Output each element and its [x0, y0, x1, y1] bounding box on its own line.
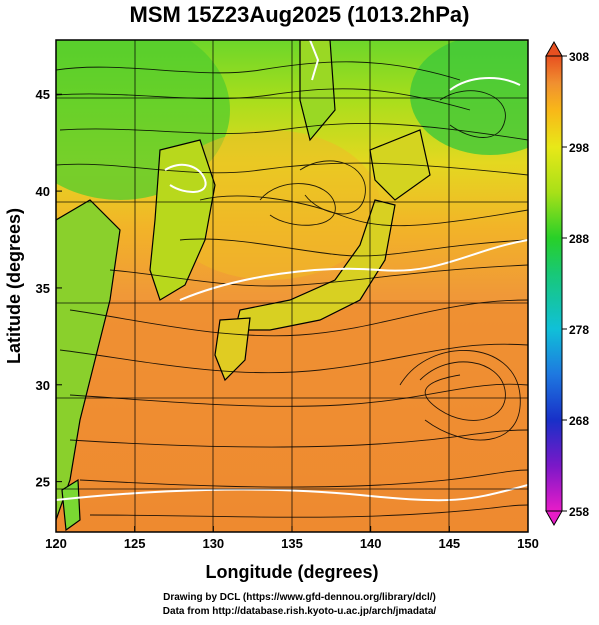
y-axis-label: Latitude (degrees) [4, 208, 24, 364]
x-tick-label: 120 [45, 536, 67, 551]
y-axis: 25 30 35 40 45 [36, 87, 62, 490]
x-tick-label: 150 [517, 536, 539, 551]
x-tick-label: 130 [202, 536, 224, 551]
colorbar-tick-label: 278 [569, 323, 589, 337]
y-tick-label: 25 [36, 475, 50, 490]
y-tick-label: 40 [36, 184, 50, 199]
y-tick-label: 45 [36, 87, 50, 102]
colorbar-tick-label: 288 [569, 232, 589, 246]
credit-drawing: Drawing by DCL (https://www.gfd-dennou.o… [163, 592, 436, 603]
colorbar-tick-label: 268 [569, 414, 589, 428]
y-tick-label: 35 [36, 281, 50, 296]
colorbar-tick-label: 258 [569, 505, 589, 519]
x-tick-label: 145 [438, 536, 460, 551]
credit-data: Data from http://database.rish.kyoto-u.a… [162, 606, 437, 617]
colorbar-tick-label: 308 [569, 50, 589, 64]
chart-title: MSM 15Z23Aug2025 (1013.2hPa) [129, 2, 470, 27]
grid-lines [56, 40, 528, 532]
temperature-contours [56, 40, 528, 502]
wind-streamlines [56, 61, 528, 518]
y-tick-label: 30 [36, 378, 50, 393]
colorbar-tick-label: 298 [569, 141, 589, 155]
x-tick-label: 125 [124, 536, 146, 551]
colorbar: 308 298 288 278 268 258 [545, 40, 589, 527]
map-field [56, 40, 528, 532]
x-axis: 120 125 130 135 140 145 150 [45, 526, 539, 551]
x-tick-label: 135 [281, 536, 303, 551]
x-axis-label: Longitude (degrees) [205, 562, 378, 582]
x-tick-label: 140 [360, 536, 382, 551]
